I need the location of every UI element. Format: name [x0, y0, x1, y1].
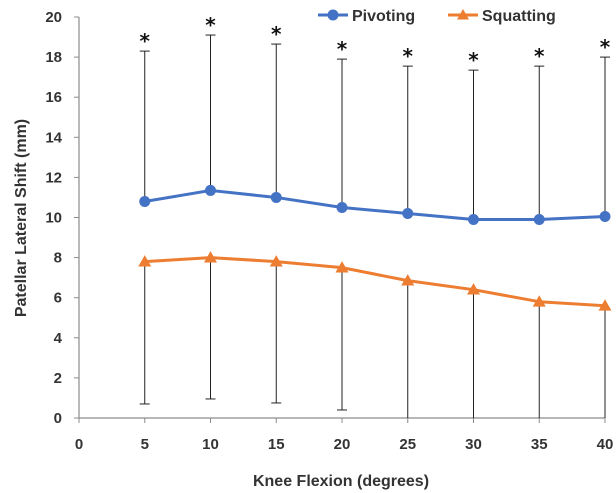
y-tick-label: 16	[45, 89, 62, 106]
pivoting-point	[139, 195, 151, 207]
x-tick-label: 0	[75, 436, 83, 453]
pivoting-point	[205, 184, 216, 196]
y-tick-label: 0	[54, 410, 62, 427]
legend: Pivoting Squatting	[318, 8, 556, 25]
squatting-point	[269, 255, 283, 267]
pivoting-point	[468, 214, 479, 226]
y-tick-label: 10	[45, 210, 62, 227]
y-tick-label: 18	[45, 49, 62, 66]
y-tick-label: 20	[45, 9, 62, 26]
y-tick-label: 2	[54, 370, 62, 387]
squatting-line	[144, 256, 606, 308]
squatting-point	[335, 261, 349, 273]
squatting-legend-label: Squatting	[482, 8, 556, 25]
significance-star: *	[534, 44, 545, 68]
significance-star: *	[140, 29, 151, 53]
y-tick-label: 8	[54, 250, 62, 267]
error-bars	[139, 34, 610, 418]
series-lines	[138, 184, 612, 311]
significance-star: *	[403, 44, 414, 68]
squatting-point	[467, 283, 480, 295]
y-tick-label: 4	[54, 330, 63, 347]
x-tick-label: 25	[399, 436, 416, 453]
pivoting-point	[533, 214, 545, 226]
pivoting-point	[336, 201, 348, 213]
significance-star: *	[205, 13, 216, 37]
x-tick-label: 20	[334, 436, 351, 453]
y-tick-label: 12	[45, 169, 62, 186]
significance-star: *	[337, 37, 348, 61]
squatting-point	[401, 274, 415, 286]
pivoting-point	[402, 207, 414, 219]
significance-markers: * * * * * * * *	[140, 13, 611, 72]
x-tick-label: 10	[202, 436, 219, 453]
x-tick-label: 40	[597, 436, 614, 453]
squatting-legend-marker	[457, 9, 469, 20]
pivoting-point	[599, 210, 611, 222]
axes: 0 2 4 6 8 10 12 14 16 18 20 0 5 10 15 20 25 30 35 40	[45, 9, 613, 453]
squatting-point	[532, 295, 546, 307]
significance-star: *	[600, 35, 611, 59]
pivoting-point	[270, 191, 282, 203]
squatting-point	[598, 299, 612, 311]
y-axis-title: Patellar Lateral Shift (mm)	[13, 119, 30, 317]
x-tick-label: 5	[141, 436, 149, 453]
x-axis-title: Knee Flexion (degrees)	[253, 473, 429, 490]
significance-star: *	[468, 48, 479, 72]
squatting-point	[204, 251, 217, 263]
y-tick-label: 6	[54, 290, 62, 307]
pivoting-legend-marker	[327, 9, 339, 21]
significance-star: *	[271, 22, 282, 46]
x-tick-label: 30	[465, 436, 482, 453]
x-tick-label: 35	[531, 436, 548, 453]
pivoting-legend-label: Pivoting	[352, 8, 415, 25]
x-tick-label: 15	[268, 436, 285, 453]
squatting-point	[138, 255, 152, 267]
pivoting-line	[144, 188, 606, 222]
y-tick-label: 14	[45, 129, 62, 146]
